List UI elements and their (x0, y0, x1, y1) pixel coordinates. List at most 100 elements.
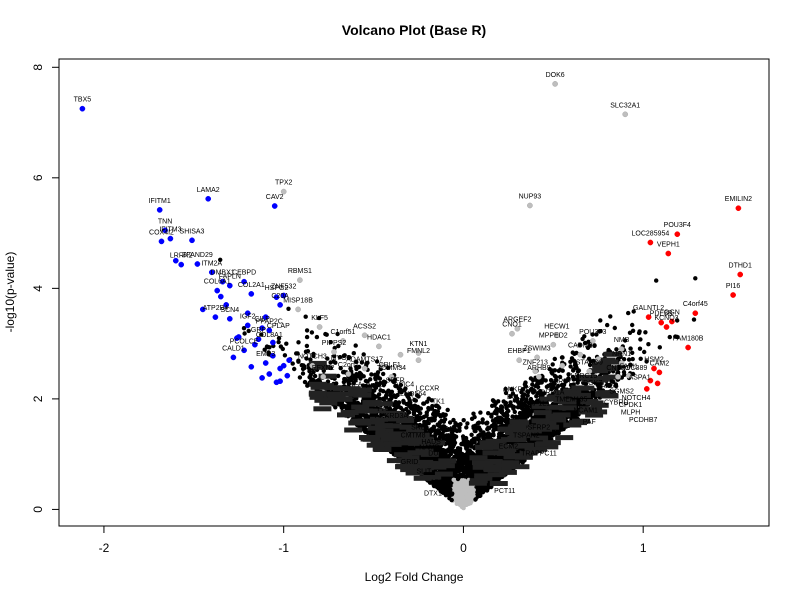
gene-point (499, 416, 504, 421)
gene-point (551, 380, 557, 386)
gene-point (627, 330, 633, 335)
gene-point (557, 374, 563, 380)
gene-point (346, 379, 351, 384)
gene-point (628, 362, 633, 367)
gene-point (504, 410, 510, 415)
gene-point (355, 373, 360, 378)
gene-point (469, 444, 475, 449)
gene-point (559, 382, 565, 388)
gene-point (386, 388, 391, 393)
gene-point (218, 257, 223, 262)
gene-point (524, 407, 530, 412)
gene-point (337, 355, 343, 360)
gene-point (587, 362, 593, 368)
gene-point (421, 401, 426, 406)
gene-point (469, 438, 474, 444)
gene-point (516, 401, 521, 406)
gene-point (336, 373, 341, 379)
gene-point (361, 374, 366, 379)
gene-point (294, 351, 299, 356)
gene-point (552, 373, 558, 379)
gene-point (613, 383, 619, 389)
gene-point (333, 405, 338, 410)
gene-point (571, 377, 576, 382)
gene-point (419, 415, 424, 421)
gene-point (461, 467, 466, 472)
gene-point (348, 366, 353, 371)
gene-point (480, 487, 486, 493)
gene-point (576, 400, 582, 405)
gene-point (582, 334, 587, 339)
gene-point (667, 334, 672, 340)
gene-point (342, 376, 347, 382)
gene-point (374, 359, 380, 364)
gene-point (549, 370, 554, 375)
gene-point (476, 433, 481, 438)
gene-point (537, 391, 543, 396)
gene-point (492, 403, 497, 408)
gene-point (617, 365, 622, 371)
gene-point (304, 328, 310, 333)
gene-point (304, 343, 310, 349)
gene-point (554, 386, 559, 391)
gene-point (446, 427, 451, 432)
gene-point (604, 382, 610, 388)
gene-point (328, 340, 333, 345)
gene-point (408, 403, 413, 408)
gene-point (403, 386, 408, 391)
gene-point (561, 426, 566, 432)
gene-point (622, 338, 628, 343)
gene-point (453, 421, 458, 426)
gene-point (411, 410, 417, 415)
gene-point (374, 381, 379, 386)
gene-point (501, 399, 506, 404)
gene-point (392, 402, 397, 408)
gene-point (621, 357, 627, 362)
gene-point (552, 356, 557, 362)
gene-point (381, 389, 386, 394)
gene-point (575, 373, 581, 379)
gene-point (461, 439, 466, 444)
gene-point (496, 434, 502, 439)
gene-point (311, 353, 316, 359)
gene-point (246, 328, 251, 334)
gene-point (242, 331, 247, 336)
gene-point (514, 396, 520, 401)
gene-point (691, 317, 697, 322)
chart-title: Volcano Plot (Base R) (342, 22, 486, 38)
gene-point (473, 428, 478, 434)
gene-point (509, 403, 515, 409)
gene-point (353, 377, 358, 382)
gene-point (426, 396, 431, 401)
gene-point (569, 356, 575, 361)
gene-point (454, 491, 459, 496)
gene-point (621, 370, 627, 375)
gene-point (381, 371, 386, 377)
gene-point (459, 478, 464, 483)
gene-point (309, 330, 315, 335)
gene-point (266, 350, 271, 355)
gene-point (264, 344, 270, 349)
gene-point (439, 418, 444, 423)
gene-point (461, 418, 466, 423)
gene-point (464, 425, 469, 430)
gene-point (391, 393, 397, 398)
gene-point (371, 383, 376, 388)
gene-point (442, 424, 447, 430)
gene-point (646, 342, 651, 347)
gene-point (414, 393, 420, 398)
gene-point (491, 399, 497, 404)
gene-point (280, 346, 285, 352)
gene-point (300, 371, 306, 376)
gene-point (377, 376, 383, 381)
gene-point (353, 343, 358, 348)
gene-point (426, 405, 431, 411)
gene-point (471, 493, 476, 499)
gene-point (351, 380, 356, 386)
gene-point (323, 331, 328, 337)
gene-point (586, 339, 591, 344)
gene-point (574, 365, 579, 370)
gene-point (550, 362, 555, 367)
gene-point (612, 325, 617, 331)
